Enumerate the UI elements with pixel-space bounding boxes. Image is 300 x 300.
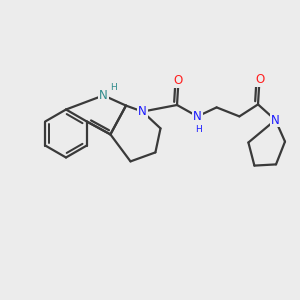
Text: O: O	[174, 74, 183, 87]
Text: N: N	[138, 105, 147, 118]
Text: H: H	[195, 125, 201, 134]
Text: N: N	[271, 113, 280, 127]
Text: N: N	[193, 110, 202, 123]
Text: N: N	[99, 89, 108, 102]
Text: H: H	[110, 83, 117, 92]
Text: O: O	[255, 73, 264, 86]
